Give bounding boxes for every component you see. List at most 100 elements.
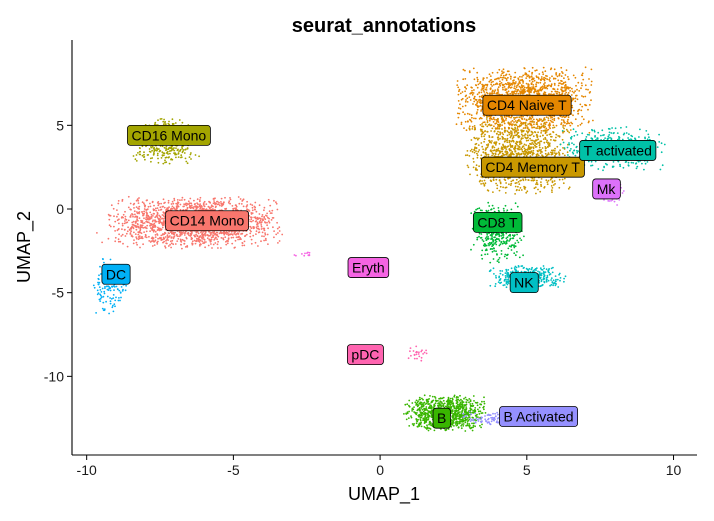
point [200, 231, 202, 234]
point [226, 242, 229, 245]
point [185, 204, 188, 207]
point [590, 68, 593, 71]
point [459, 107, 462, 110]
point [117, 202, 120, 205]
point [176, 199, 179, 201]
point [199, 203, 202, 206]
point [138, 235, 141, 238]
point [241, 199, 244, 202]
point [523, 143, 526, 146]
point [137, 223, 139, 226]
point [189, 153, 192, 156]
point [161, 217, 164, 220]
point [143, 204, 146, 206]
point [159, 237, 162, 240]
point [235, 205, 238, 208]
point [104, 287, 106, 289]
point [532, 135, 535, 138]
point [252, 234, 255, 237]
point [547, 179, 550, 182]
point [457, 107, 460, 109]
point [268, 210, 271, 213]
point [564, 121, 566, 124]
point [141, 154, 144, 157]
point [116, 219, 119, 222]
point [118, 233, 120, 236]
point [490, 83, 492, 86]
point [250, 227, 253, 230]
point [526, 119, 528, 122]
point [151, 157, 154, 159]
point [503, 178, 506, 181]
point [535, 69, 538, 72]
point [473, 78, 476, 81]
point [257, 231, 260, 234]
point [261, 235, 263, 238]
point [574, 97, 577, 100]
point [473, 136, 476, 139]
point [124, 235, 127, 237]
point [474, 117, 477, 120]
point [505, 79, 508, 82]
point [200, 236, 203, 239]
point [561, 72, 564, 74]
point [153, 153, 155, 155]
point [255, 210, 258, 213]
point [527, 144, 530, 147]
point [491, 85, 493, 87]
point [250, 230, 252, 233]
point [210, 243, 212, 245]
point [521, 150, 524, 153]
point [515, 92, 517, 95]
point [520, 147, 523, 150]
point [499, 123, 502, 126]
point [160, 208, 163, 211]
point [478, 99, 480, 101]
point [577, 112, 579, 115]
point [562, 124, 565, 127]
point [530, 179, 533, 182]
point [558, 152, 561, 155]
point [177, 156, 180, 159]
point [495, 122, 498, 124]
point [154, 207, 157, 210]
point [234, 204, 237, 207]
point [151, 229, 154, 232]
point [555, 73, 558, 76]
point [509, 140, 511, 142]
point [495, 128, 497, 130]
point [181, 233, 183, 236]
point [468, 155, 471, 157]
point [518, 140, 521, 143]
point [566, 130, 569, 133]
point [531, 177, 534, 180]
point [179, 199, 181, 202]
point [183, 152, 186, 154]
point [535, 118, 538, 121]
point [520, 129, 523, 132]
point [217, 203, 220, 206]
point [97, 292, 100, 294]
point [498, 127, 501, 130]
point [483, 179, 486, 182]
point [138, 153, 141, 156]
point [189, 197, 192, 200]
point [202, 203, 205, 206]
point [182, 150, 184, 153]
point [473, 97, 476, 100]
point [129, 214, 132, 217]
point [544, 149, 547, 152]
point [524, 186, 527, 189]
point [567, 118, 569, 121]
point [484, 149, 487, 151]
point [560, 123, 562, 126]
point [582, 78, 585, 81]
point [532, 118, 535, 121]
point [523, 134, 525, 137]
point [137, 219, 139, 222]
point [135, 206, 138, 209]
point [535, 123, 538, 126]
point [464, 113, 466, 116]
point [576, 88, 578, 91]
point [147, 154, 150, 156]
